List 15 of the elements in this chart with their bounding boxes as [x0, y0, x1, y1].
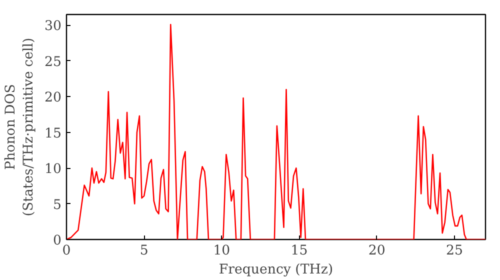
x-tick-label: 10 — [213, 244, 230, 258]
y-tick-label: 30 — [44, 19, 62, 34]
x-tick-label: 25 — [446, 244, 463, 258]
y-axis-title: Phonon DOS (States/THz·primitive cell) — [4, 38, 37, 216]
y-tick-label: 5 — [53, 198, 62, 213]
y-tick-label: 0 — [53, 234, 62, 248]
y-tick-label: 15 — [44, 126, 62, 142]
line-series — [66, 24, 486, 240]
y-tick-label: 20 — [44, 90, 62, 106]
x-tick-label: 5 — [140, 244, 148, 258]
x-axis-title: Frequency (THz) — [218, 262, 334, 278]
y-tick-label: 10 — [44, 162, 62, 178]
x-tick-label: 20 — [368, 244, 386, 258]
y-tick-label: 25 — [44, 54, 62, 70]
x-tick-label: 15 — [290, 244, 308, 258]
